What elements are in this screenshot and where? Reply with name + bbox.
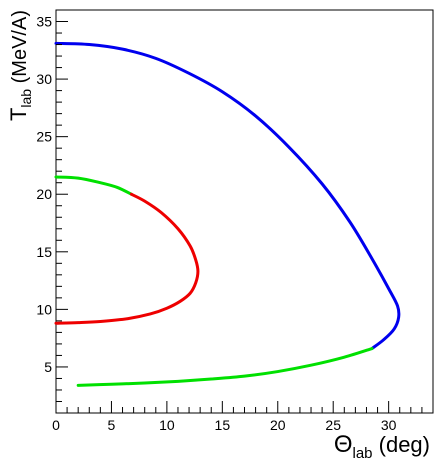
- y-axis-title-sub: lab: [18, 89, 34, 108]
- y-tick-label: 35: [36, 14, 52, 30]
- y-tick-label: 20: [36, 186, 52, 202]
- y-tick-label: 25: [36, 129, 52, 145]
- x-tick-label: 5: [108, 417, 116, 433]
- x-tick-label: 15: [215, 417, 231, 433]
- series-line-3: [76, 347, 374, 387]
- series-line-1: [54, 192, 200, 325]
- y-axis-title: Tlab (MeV/A): [6, 10, 34, 121]
- x-tick-label: 25: [325, 417, 341, 433]
- y-axis-title-rest: (MeV/A): [9, 10, 31, 89]
- x-tick-label: 10: [159, 417, 175, 433]
- x-axis-title-sub: lab: [352, 445, 372, 462]
- tick-labels: 0 5 10 15 20 25 30 5 10 15 20 25 30 35: [36, 14, 396, 433]
- y-tick-label: 5: [44, 359, 52, 375]
- x-tick-label: 20: [270, 417, 286, 433]
- x-axis-title: Θlab (deg): [334, 431, 430, 462]
- plot-frame: [55, 9, 434, 414]
- y-axis-title-symbol: T: [6, 108, 31, 121]
- x-tick-label: 0: [52, 417, 60, 433]
- x-axis-title-rest: (deg): [373, 432, 430, 457]
- x-tick-label: 30: [381, 417, 397, 433]
- series-line-2: [54, 41, 401, 351]
- x-axis-title-symbol: Θ: [334, 431, 353, 458]
- y-tick-label: 15: [36, 244, 52, 260]
- series-line-0: [54, 175, 133, 196]
- ticks: [55, 9, 434, 414]
- y-tick-label: 30: [36, 71, 52, 87]
- y-tick-label: 10: [36, 301, 52, 317]
- curves: [54, 41, 401, 387]
